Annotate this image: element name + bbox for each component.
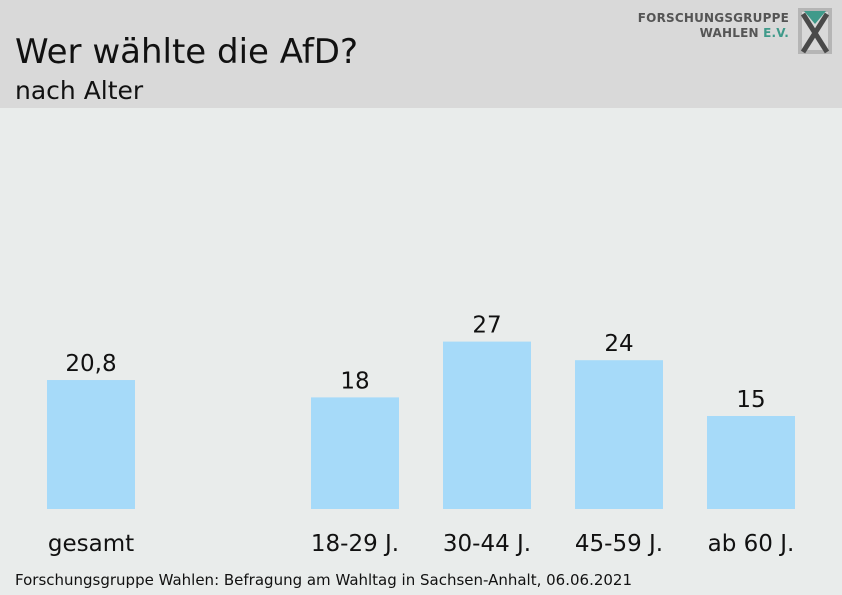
header-band: Wer wählte die AfD? nach Alter FORSCHUNG… (0, 0, 842, 108)
category-label-0: gesamt (48, 531, 134, 557)
value-label-3: 24 (604, 331, 633, 357)
chart-title: Wer wählte die AfD? (15, 32, 359, 72)
bar-chart: 20,8 gesamt 18 18-29 J. 27 30-44 J. 24 45-59 J.… (47, 313, 795, 557)
source-footnote: Forschungsgruppe Wahlen: Befragung am Wa… (15, 571, 633, 589)
bar-3 (575, 360, 663, 509)
bar-1 (311, 397, 399, 509)
logo-line1: FORSCHUNGSGRUPPE (637, 11, 789, 25)
value-label-1: 18 (340, 368, 369, 394)
category-label-4: ab 60 J. (708, 531, 795, 557)
bar-4 (707, 416, 795, 509)
bar-0 (47, 380, 135, 509)
category-label-2: 30-44 J. (443, 531, 531, 557)
bar-group: 20,8 gesamt 18 18-29 J. 27 30-44 J. 24 45-59 J.… (47, 313, 795, 557)
chart-subtitle: nach Alter (15, 76, 144, 105)
bar-2 (443, 341, 531, 509)
value-label-0: 20,8 (65, 351, 116, 377)
category-label-1: 18-29 J. (311, 531, 399, 557)
fgw-x-logo-icon (798, 8, 832, 54)
value-label-4: 15 (736, 387, 765, 413)
logo-text: FORSCHUNGSGRUPPE WAHLEN E.V. (638, 11, 789, 41)
fgw-logo: FORSCHUNGSGRUPPE WAHLEN E.V. (638, 6, 834, 56)
logo-line2-accent: E.V. (763, 26, 789, 40)
category-label-3: 45-59 J. (575, 531, 663, 557)
logo-line2-main: WAHLEN (699, 26, 759, 40)
logo-line2: WAHLEN E.V. (638, 26, 789, 41)
value-label-2: 27 (472, 313, 501, 339)
